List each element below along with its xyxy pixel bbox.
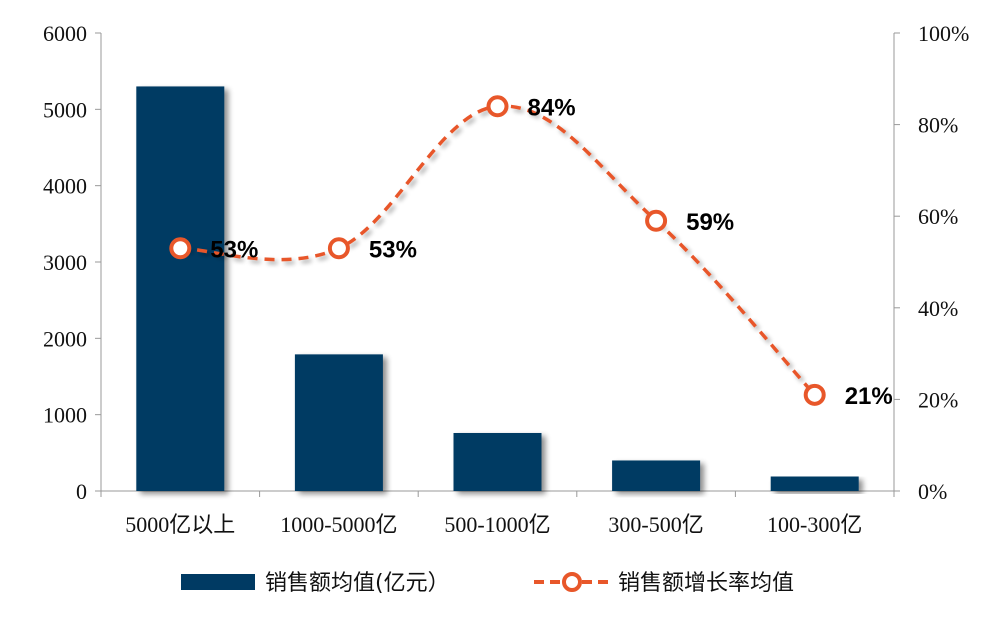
- line-data-label: 59%: [686, 209, 734, 236]
- legend-line-marker: [562, 572, 582, 592]
- right-tick-label: 20%: [918, 387, 958, 412]
- x-category-label: 5000亿以上: [125, 512, 235, 537]
- line-point: [169, 237, 192, 260]
- x-category-label: 500-1000亿: [444, 512, 550, 537]
- right-tick-label: 40%: [918, 296, 958, 321]
- line-data-label: 53%: [210, 236, 258, 263]
- line-data-label: 84%: [528, 94, 576, 121]
- line-point: [486, 95, 509, 118]
- line-point: [645, 209, 668, 232]
- line-series: [169, 95, 826, 406]
- right-tick-label: 100%: [918, 21, 969, 46]
- left-tick-label: 4000: [43, 174, 87, 199]
- bar: [770, 476, 859, 491]
- right-y-axis: 0% 20% 40% 60% 80% 100%: [893, 21, 969, 504]
- left-tick-label: 3000: [43, 250, 87, 275]
- bar-series: [136, 86, 859, 491]
- data-labels: 53% 53% 84% 59% 21%: [210, 94, 892, 410]
- legend-bar-swatch: [181, 574, 255, 590]
- x-category-label: 100-300亿: [767, 512, 862, 537]
- line-data-label: 53%: [369, 236, 417, 263]
- line-point: [803, 383, 826, 406]
- line-point: [327, 237, 350, 260]
- bar: [453, 432, 542, 491]
- left-tick-label: 2000: [43, 326, 87, 351]
- right-tick-label: 0%: [918, 479, 947, 504]
- bar: [136, 86, 225, 491]
- line-data-label: 21%: [845, 383, 893, 410]
- growth-line: [180, 104, 816, 396]
- left-tick-label: 5000: [43, 97, 87, 122]
- legend-line-label: 销售额增长率均值: [618, 571, 794, 596]
- left-tick-label: 0: [76, 479, 87, 504]
- right-tick-label: 80%: [918, 113, 958, 138]
- legend-bar-label: 销售额均值(亿元）: [265, 571, 450, 596]
- bar: [612, 460, 701, 491]
- legend: 销售额均值(亿元） 销售额增长率均值: [181, 571, 794, 596]
- bar: [294, 354, 383, 491]
- x-category-label: 300-500亿: [608, 512, 703, 537]
- x-axis: 5000亿以上 1000-5000亿 500-1000亿 300-500亿 100-30…: [100, 490, 895, 537]
- left-y-axis: 0 1000 2000 3000 4000 5000 6000: [43, 21, 102, 504]
- left-tick-label: 6000: [43, 21, 87, 46]
- left-tick-label: 1000: [43, 403, 87, 428]
- x-category-label: 1000-5000亿: [280, 512, 397, 537]
- right-tick-label: 60%: [918, 204, 958, 229]
